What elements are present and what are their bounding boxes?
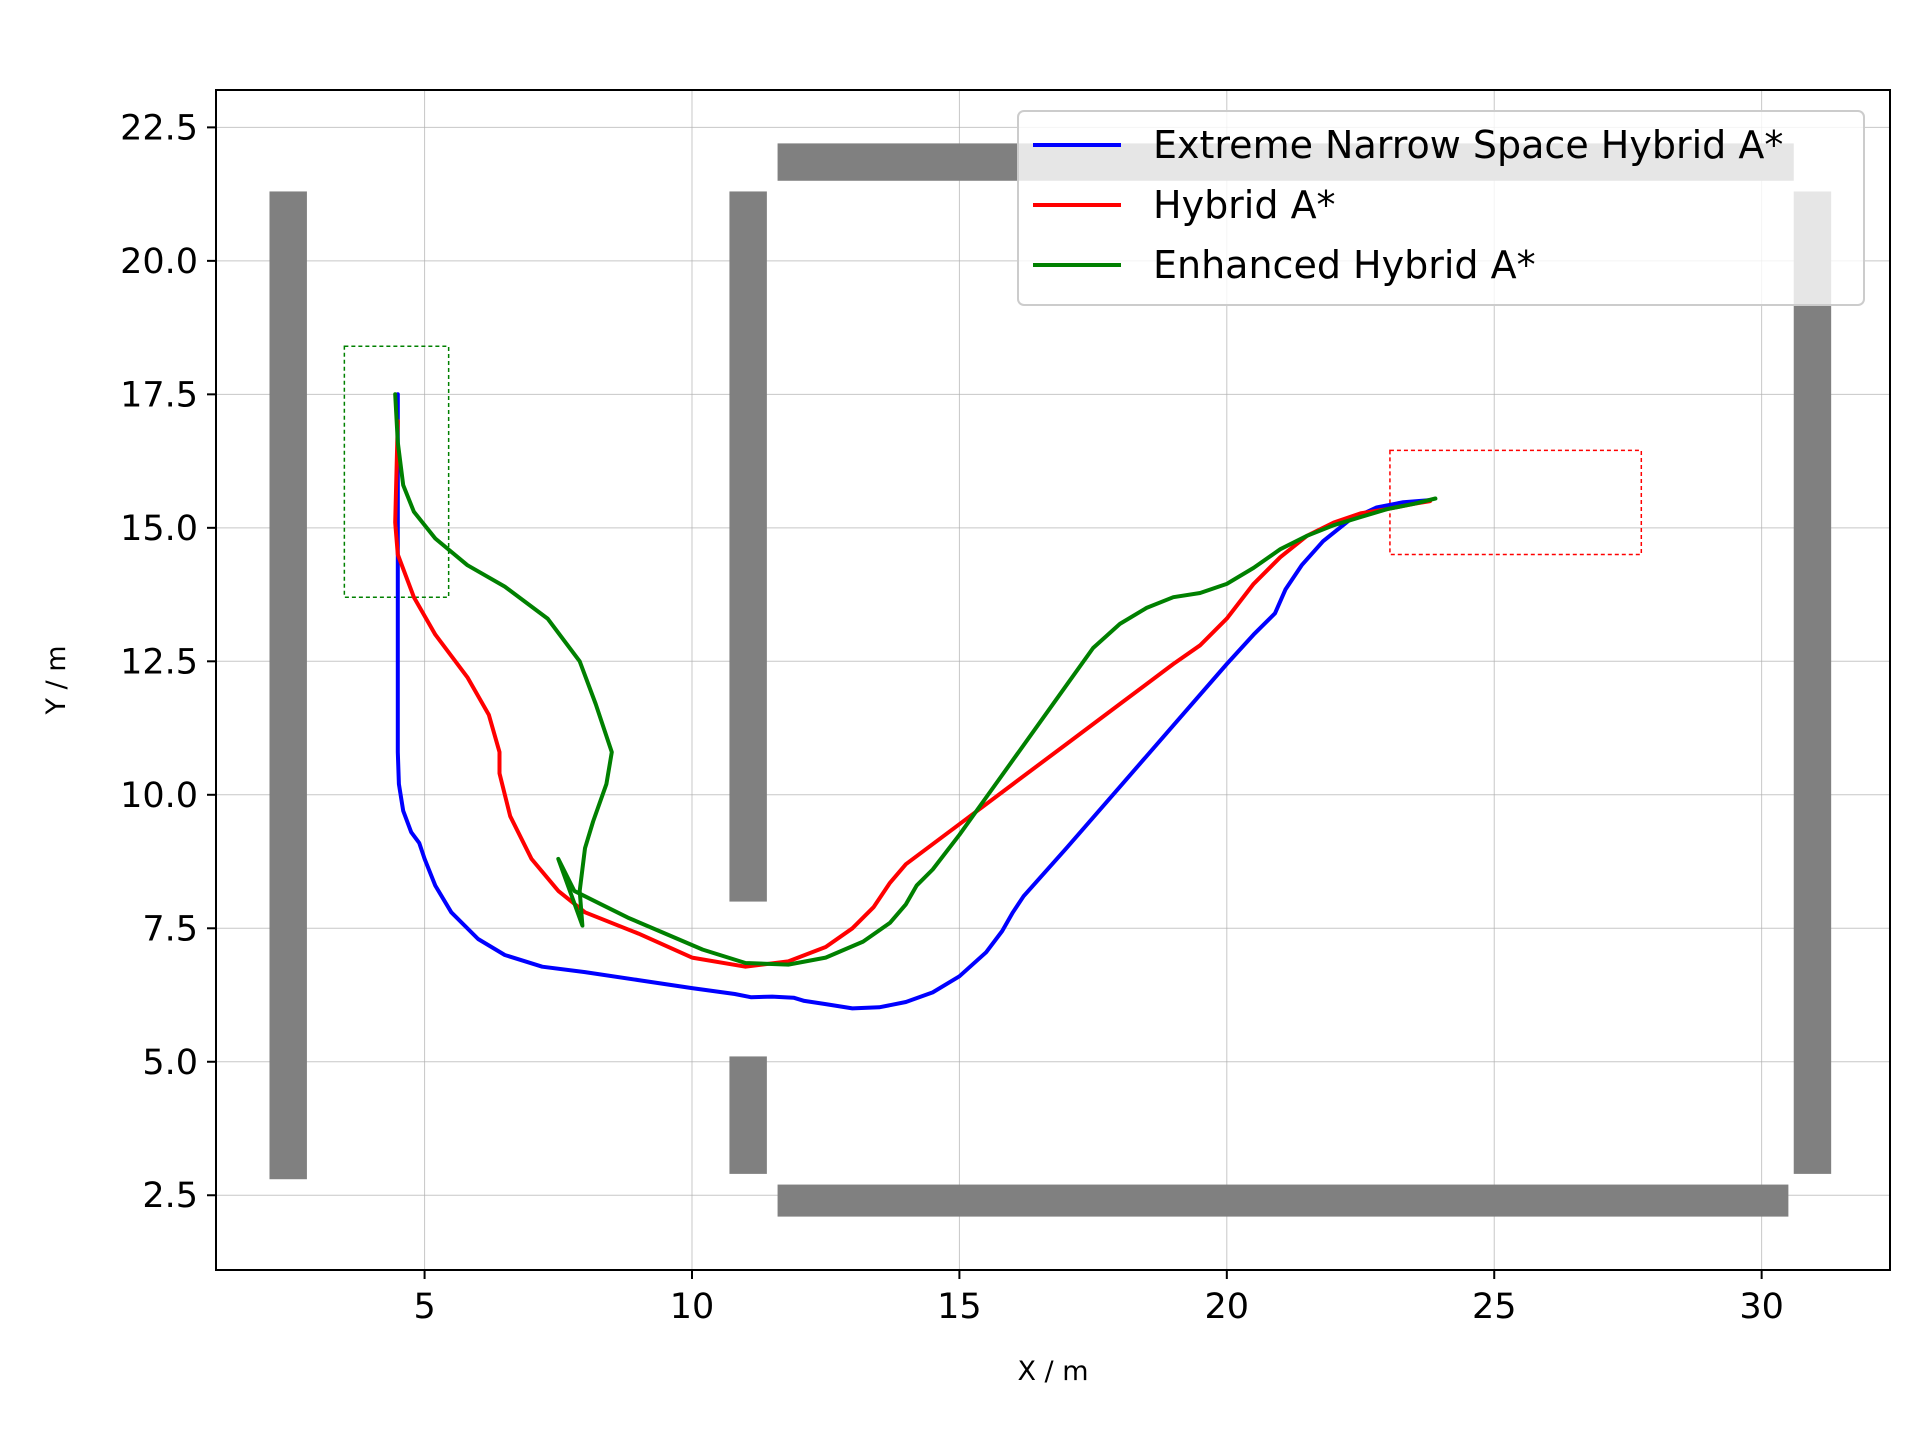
series-line-0 bbox=[395, 392, 1433, 1011]
goal-region bbox=[1389, 449, 1643, 556]
legend: Extreme Narrow Space Hybrid A* Hybrid A* E… bbox=[1017, 110, 1865, 306]
ticks: 5 10 15 20 25 30 2.5 5.0 7.5 10.0 12.5 15.0 17.5 20.0… bbox=[120, 108, 1784, 1327]
y-axis-label: Y / m bbox=[41, 645, 72, 715]
y-tick-label: 20.0 bbox=[120, 242, 198, 282]
x-axis-label: X / m bbox=[1017, 1356, 1088, 1387]
legend-box bbox=[1017, 110, 1865, 306]
x-tick-label: 10 bbox=[670, 1287, 715, 1327]
obstacle bbox=[777, 1184, 1789, 1217]
y-tick-label: 17.5 bbox=[120, 375, 198, 415]
y-tick-label: 10.0 bbox=[120, 776, 198, 816]
y-tick-label: 2.5 bbox=[142, 1176, 198, 1216]
series-lines bbox=[393, 392, 1438, 1011]
legend-label-2: Enhanced Hybrid A* bbox=[1153, 243, 1536, 287]
obstacle bbox=[269, 191, 307, 1180]
plot-frame bbox=[215, 89, 1891, 1271]
obstacle bbox=[729, 1056, 767, 1174]
x-tick-label: 15 bbox=[937, 1287, 982, 1327]
legend-label-1: Hybrid A* bbox=[1153, 183, 1336, 227]
x-tick-label: 25 bbox=[1472, 1287, 1517, 1327]
y-tick-label: 5.0 bbox=[142, 1043, 198, 1083]
y-tick-label: 15.0 bbox=[120, 509, 198, 549]
series-line-2 bbox=[393, 392, 1438, 967]
legend-label-0: Extreme Narrow Space Hybrid A* bbox=[1153, 123, 1783, 167]
x-tick-label: 5 bbox=[413, 1287, 435, 1327]
series-line-1 bbox=[393, 419, 1433, 969]
x-tick-label: 20 bbox=[1205, 1287, 1250, 1327]
y-tick-label: 12.5 bbox=[120, 642, 198, 682]
obstacle bbox=[1793, 191, 1832, 1174]
y-tick-label: 22.5 bbox=[120, 108, 198, 148]
obstacle bbox=[729, 191, 767, 902]
y-tick-label: 7.5 bbox=[142, 909, 198, 949]
x-tick-label: 30 bbox=[1739, 1287, 1784, 1327]
